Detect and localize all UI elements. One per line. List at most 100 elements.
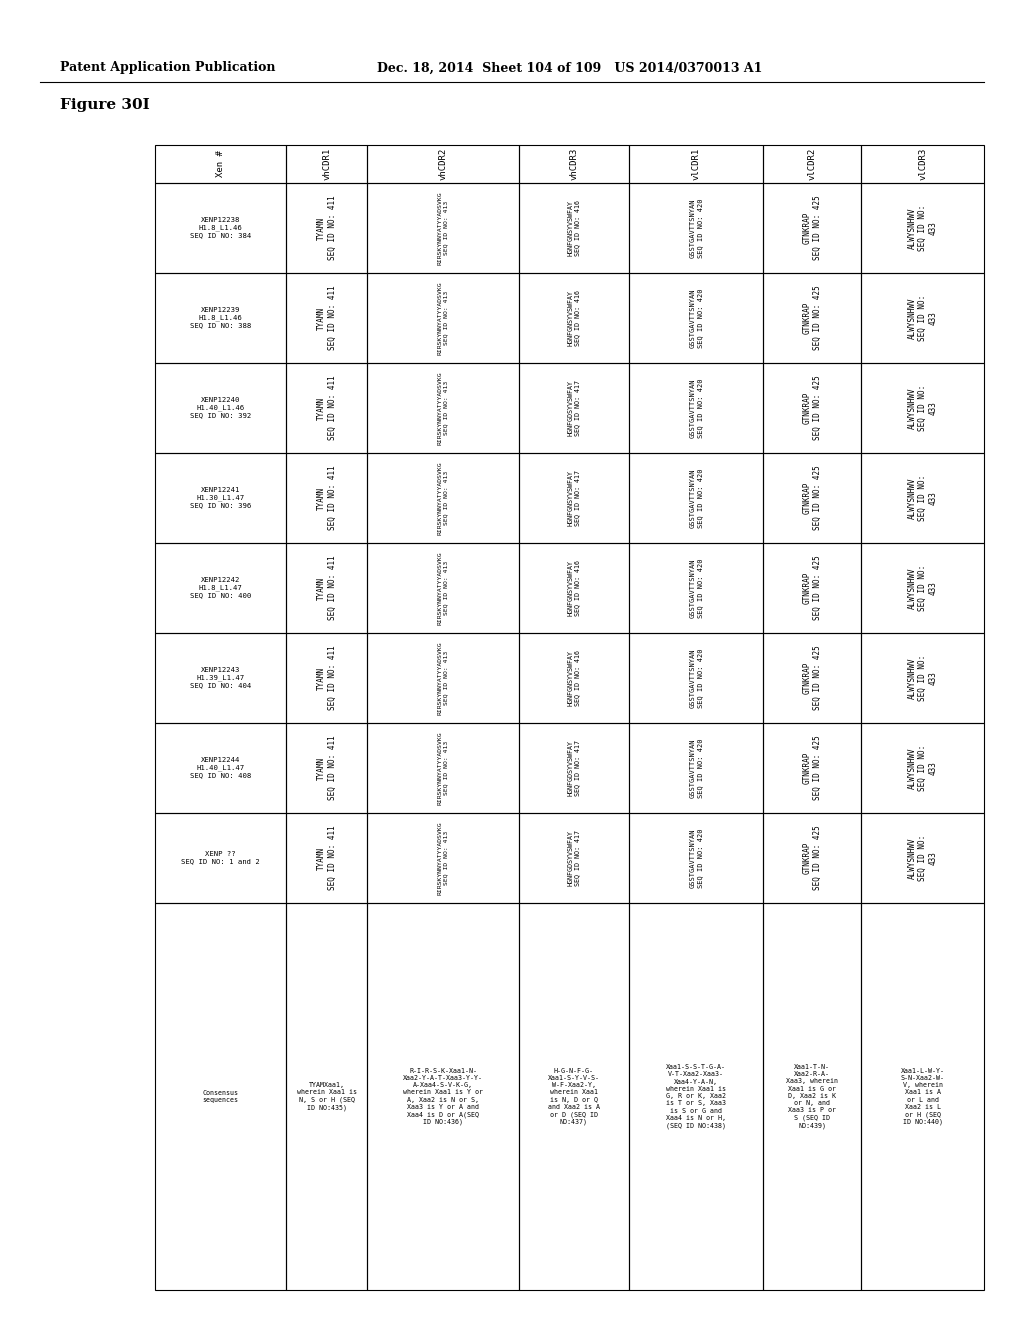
Text: HGNFGNSYVSWFAY
SEQ ID NO: 416: HGNFGNSYVSWFAY SEQ ID NO: 416	[567, 649, 581, 706]
Bar	[518, 634, 629, 723]
Bar	[763, 634, 861, 723]
Bar	[763, 453, 861, 543]
Text: Patent Application Publication: Patent Application Publication	[60, 62, 275, 74]
Text: GTNKRAP
SEQ ID NO: 425: GTNKRAP SEQ ID NO: 425	[803, 825, 822, 891]
Bar	[155, 634, 286, 723]
Bar	[368, 723, 518, 813]
Text: GSSTGAVTTSNYAN
SEQ ID NO: 420: GSSTGAVTTSNYAN SEQ ID NO: 420	[689, 738, 702, 797]
Text: Xen #: Xen #	[216, 150, 225, 177]
Bar	[861, 723, 984, 813]
Text: ALWYSNHWV
SEQ ID NO:
433: ALWYSNHWV SEQ ID NO: 433	[907, 744, 938, 791]
Text: Dec. 18, 2014  Sheet 104 of 109   US 2014/0370013 A1: Dec. 18, 2014 Sheet 104 of 109 US 2014/0…	[377, 62, 763, 74]
Bar	[368, 634, 518, 723]
Bar	[286, 903, 368, 1290]
Text: XENP12242
H1.8_L1.47
SEQ ID NO: 400: XENP12242 H1.8_L1.47 SEQ ID NO: 400	[189, 577, 251, 598]
Text: HGNFGNSYVSWFAY
SEQ ID NO: 417: HGNFGNSYVSWFAY SEQ ID NO: 417	[567, 470, 581, 525]
Bar	[629, 145, 763, 183]
Bar	[368, 453, 518, 543]
Text: RIRSKYNNYATYYADSVKG
SEQ ID NO: 413: RIRSKYNNYATYYADSVKG SEQ ID NO: 413	[437, 552, 449, 624]
Text: GSSTGAVTTSNYAN
SEQ ID NO: 420: GSSTGAVTTSNYAN SEQ ID NO: 420	[689, 379, 702, 438]
Bar	[286, 363, 368, 453]
Text: vhCDR1: vhCDR1	[323, 148, 332, 180]
Bar	[861, 273, 984, 363]
Bar	[861, 145, 984, 183]
Text: TYAMN
SEQ ID NO: 411: TYAMN SEQ ID NO: 411	[317, 195, 337, 260]
Text: GSSTGAVTTSNYAN
SEQ ID NO: 420: GSSTGAVTTSNYAN SEQ ID NO: 420	[689, 288, 702, 347]
Bar	[286, 634, 368, 723]
Text: GTNKRAP
SEQ ID NO: 425: GTNKRAP SEQ ID NO: 425	[803, 466, 822, 531]
Bar	[286, 723, 368, 813]
Text: ALWYSNHWV
SEQ ID NO:
433: ALWYSNHWV SEQ ID NO: 433	[907, 294, 938, 341]
Bar	[518, 723, 629, 813]
Bar	[286, 543, 368, 634]
Bar	[368, 145, 518, 183]
Text: TYAMN
SEQ ID NO: 411: TYAMN SEQ ID NO: 411	[317, 735, 337, 800]
Text: GTNKRAP
SEQ ID NO: 425: GTNKRAP SEQ ID NO: 425	[803, 645, 822, 710]
Text: TYAMN
SEQ ID NO: 411: TYAMN SEQ ID NO: 411	[317, 466, 337, 531]
Text: RIRSKYNNYATYYADSVKG
SEQ ID NO: 413: RIRSKYNNYATYYADSVKG SEQ ID NO: 413	[437, 731, 449, 805]
Text: XENP12238
H1.8_L1.46
SEQ ID NO: 384: XENP12238 H1.8_L1.46 SEQ ID NO: 384	[189, 218, 251, 239]
Bar	[155, 145, 286, 183]
Bar	[368, 903, 518, 1290]
Text: XENP12241
H1.30_L1.47
SEQ ID NO: 396: XENP12241 H1.30_L1.47 SEQ ID NO: 396	[189, 487, 251, 508]
Text: RIRSKYNNYATYYADSVKG
SEQ ID NO: 413: RIRSKYNNYATYYADSVKG SEQ ID NO: 413	[437, 461, 449, 535]
Bar	[861, 453, 984, 543]
Bar	[861, 363, 984, 453]
Bar	[629, 723, 763, 813]
Bar	[286, 145, 368, 183]
Text: Xaa1-T-N-
Xaa2-R-A-
Xaa3, wherein
Xaa1 is G or
D, Xaa2 is K
or N, and
Xaa3 is P : Xaa1-T-N- Xaa2-R-A- Xaa3, wherein Xaa1 i…	[786, 1064, 839, 1129]
Text: ALWYSNHWV
SEQ ID NO:
433: ALWYSNHWV SEQ ID NO: 433	[907, 834, 938, 882]
Text: RIRSKYNNYATYYADSVKG
SEQ ID NO: 413: RIRSKYNNYATYYADSVKG SEQ ID NO: 413	[437, 191, 449, 265]
Bar	[629, 363, 763, 453]
Bar	[155, 903, 286, 1290]
Bar	[629, 634, 763, 723]
Text: TYAMN
SEQ ID NO: 411: TYAMN SEQ ID NO: 411	[317, 825, 337, 891]
Bar	[286, 813, 368, 903]
Bar	[861, 903, 984, 1290]
Bar	[286, 273, 368, 363]
Text: vhCDR2: vhCDR2	[438, 148, 447, 180]
Text: ALWYSNHWV
SEQ ID NO:
433: ALWYSNHWV SEQ ID NO: 433	[907, 655, 938, 701]
Bar	[763, 145, 861, 183]
Text: XENP ??
SEQ ID NO: 1 and 2: XENP ?? SEQ ID NO: 1 and 2	[181, 851, 260, 865]
Text: vlCDR3: vlCDR3	[919, 148, 928, 180]
Text: TYAMN
SEQ ID NO: 411: TYAMN SEQ ID NO: 411	[317, 645, 337, 710]
Bar	[368, 813, 518, 903]
Text: HGNFGDSYVSWFAY
SEQ ID NO: 417: HGNFGDSYVSWFAY SEQ ID NO: 417	[567, 380, 581, 436]
Bar	[286, 453, 368, 543]
Text: HGNFGDSYVSWFAY
SEQ ID NO: 417: HGNFGDSYVSWFAY SEQ ID NO: 417	[567, 741, 581, 796]
Text: Consensus
sequences: Consensus sequences	[203, 1090, 239, 1104]
Text: RIRSKYNNYATYYADSVKG
SEQ ID NO: 413: RIRSKYNNYATYYADSVKG SEQ ID NO: 413	[437, 371, 449, 445]
Bar	[368, 543, 518, 634]
Text: HGNFGNSYVSWFAY
SEQ ID NO: 416: HGNFGNSYVSWFAY SEQ ID NO: 416	[567, 560, 581, 616]
Bar	[629, 273, 763, 363]
Text: GSSTGAVTTSNYAN
SEQ ID NO: 420: GSSTGAVTTSNYAN SEQ ID NO: 420	[689, 469, 702, 528]
Bar	[763, 813, 861, 903]
Bar	[155, 363, 286, 453]
Text: ALWYSNHWV
SEQ ID NO:
433: ALWYSNHWV SEQ ID NO: 433	[907, 385, 938, 432]
Text: vlCDR1: vlCDR1	[691, 148, 700, 180]
Bar	[155, 183, 286, 273]
Text: XENP12239
H1.8_L1.46
SEQ ID NO: 388: XENP12239 H1.8_L1.46 SEQ ID NO: 388	[189, 308, 251, 329]
Text: Figure 30I: Figure 30I	[60, 98, 150, 112]
Text: TYAMN
SEQ ID NO: 411: TYAMN SEQ ID NO: 411	[317, 376, 337, 441]
Bar	[155, 813, 286, 903]
Text: GTNKRAP
SEQ ID NO: 425: GTNKRAP SEQ ID NO: 425	[803, 556, 822, 620]
Bar	[286, 183, 368, 273]
Text: TYAMN
SEQ ID NO: 411: TYAMN SEQ ID NO: 411	[317, 285, 337, 350]
Bar	[155, 543, 286, 634]
Text: HGNFGNSYVSWFAY
SEQ ID NO: 416: HGNFGNSYVSWFAY SEQ ID NO: 416	[567, 201, 581, 256]
Text: GTNKRAP
SEQ ID NO: 425: GTNKRAP SEQ ID NO: 425	[803, 285, 822, 350]
Bar	[629, 903, 763, 1290]
Text: Xaa1-L-W-Y-
S-N-Xaa2-W-
V, wherein
Xaa1 is A
or L and
Xaa2 is L
or H (SEQ
ID NO:: Xaa1-L-W-Y- S-N-Xaa2-W- V, wherein Xaa1 …	[901, 1068, 945, 1126]
Bar	[861, 183, 984, 273]
Bar	[861, 813, 984, 903]
Bar	[518, 183, 629, 273]
Bar	[368, 183, 518, 273]
Bar	[518, 145, 629, 183]
Bar	[155, 723, 286, 813]
Bar	[518, 903, 629, 1290]
Text: HGNFGDSYVSWFAY
SEQ ID NO: 417: HGNFGDSYVSWFAY SEQ ID NO: 417	[567, 830, 581, 886]
Text: ALWYSNHWV
SEQ ID NO:
433: ALWYSNHWV SEQ ID NO: 433	[907, 475, 938, 521]
Bar	[763, 723, 861, 813]
